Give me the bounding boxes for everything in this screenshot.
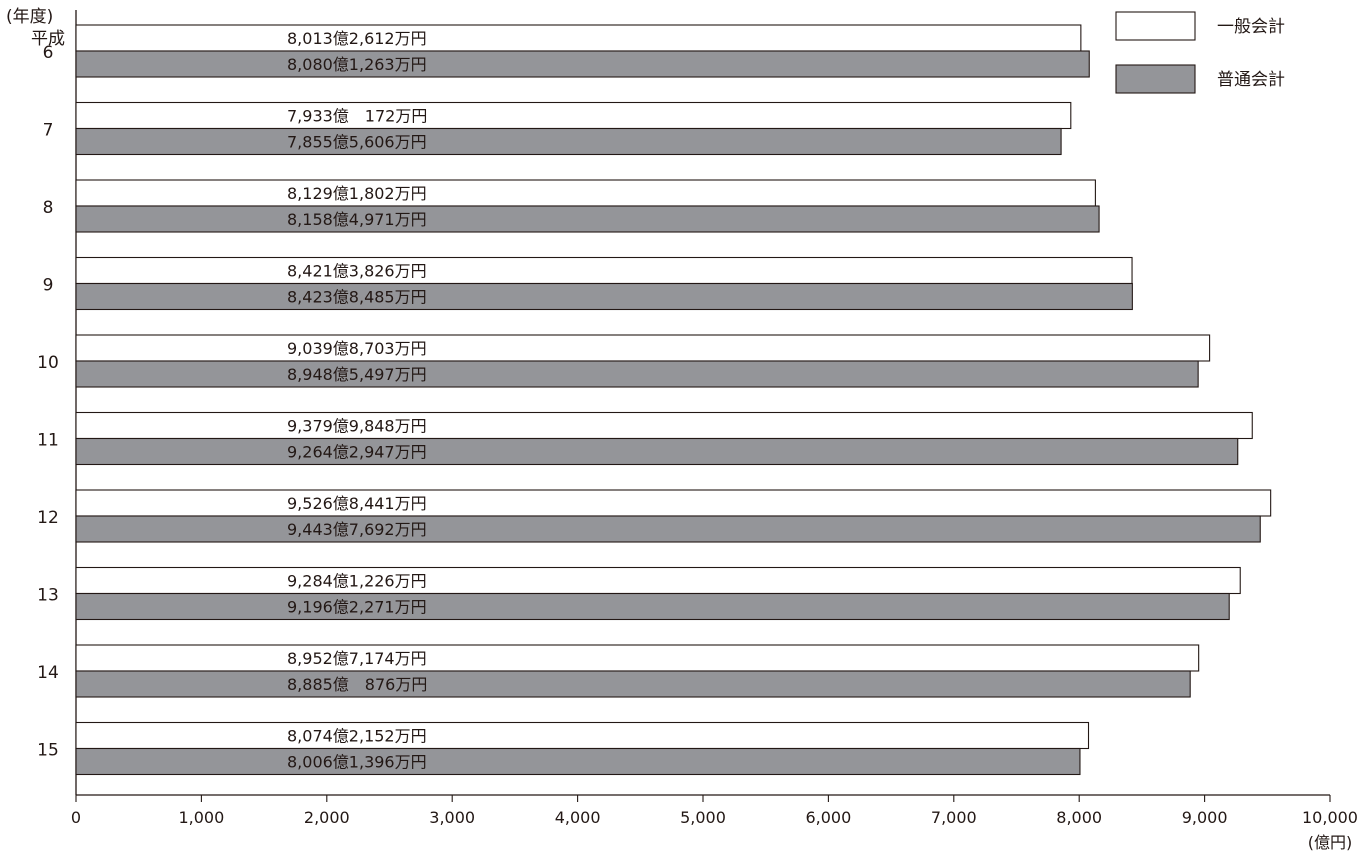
bar-value-label: 8,074億2,152万円 [287,727,427,746]
bar-series-1 [75,566,1241,595]
x-tick-label: 9,000 [1182,808,1228,827]
category-label: 13 [37,586,59,606]
bar-series-1 [75,24,1082,52]
bar-series-2 [75,282,1133,311]
category-label: 9 [43,276,54,296]
x-tick-label: 5,000 [680,808,726,827]
bar-series-1 [75,334,1211,362]
bar-value-label: 8,158億4,971万円 [287,210,427,229]
category-label: 11 [37,431,59,451]
bar-series-1 [75,101,1072,130]
bar-series-2 [75,50,1090,78]
x-tick-label: 6,000 [805,808,851,827]
bar-value-label: 8,006億1,396万円 [287,753,427,772]
era-label: 平成 [31,29,65,49]
bar-value-label: 9,039億8,703万円 [287,339,427,358]
bar-series-2 [75,592,1230,621]
bar-series-2 [75,747,1081,776]
x-tick-label: 8,000 [1056,808,1102,827]
bar-value-label: 9,284億1,226万円 [287,572,427,591]
bar-value-label: 9,196億2,271万円 [287,598,427,617]
x-tick-label: 2,000 [304,808,350,827]
bar-series-1 [75,256,1133,285]
bar-series-2 [75,205,1100,233]
category-label: 10 [37,353,59,373]
legend-swatch [1115,64,1196,94]
bar-series-1 [75,411,1253,440]
bar-value-label: 8,952億7,174万円 [287,649,427,668]
bar-value-label: 8,421億3,826万円 [287,262,427,281]
bar-value-label: 9,379億9,848万円 [287,417,427,436]
x-tick-label: 0 [71,808,81,827]
bar-value-label: 8,948億5,497万円 [287,365,427,384]
bar-series-2 [75,437,1239,466]
bar-series-1 [75,721,1090,750]
bar-value-label: 8,423億8,485万円 [287,288,427,307]
category-label: 8 [43,198,54,218]
bar-value-label: 7,855億5,606万円 [287,133,427,152]
x-tick-label: 1,000 [178,808,224,827]
bar-value-label: 9,443億7,692万円 [287,520,427,539]
bar-series-1 [75,489,1272,517]
x-tick-label: 10,000 [1302,808,1358,827]
bar-series-2 [75,515,1261,543]
bar-series-1 [75,644,1200,672]
x-tick-label: 7,000 [931,808,977,827]
y-unit-label: (年度) [6,7,53,27]
category-label: 6 [43,43,54,63]
bars [75,24,1272,776]
category-labels: 6 7 8 9 10 11 12 13 14 15 [37,43,59,761]
legend-swatch [1115,11,1196,41]
category-label: 15 [37,741,59,761]
legend-label: 普通会計 [1217,70,1285,90]
category-label: 7 [43,121,54,141]
bar-value-label: 7,933億 172万円 [287,107,427,126]
bar-value-label: 9,264億2,947万円 [287,443,427,462]
bar-value-label: 8,080億1,263万円 [287,55,427,74]
category-label: 14 [37,663,59,683]
x-tick-labels: 0 1,000 2,000 3,000 4,000 5,000 6,000 7,000 8,00… [71,795,1358,827]
bar-value-label: 9,526億8,441万円 [287,494,427,513]
bar-series-2 [75,360,1199,388]
x-unit-label: (億円) [1308,833,1353,852]
bar-series-2 [75,670,1191,698]
legend-label: 一般会計 [1217,17,1285,37]
category-label: 12 [37,508,59,528]
bar-value-label: 8,129億1,802万円 [287,184,427,203]
bar-series-2 [75,127,1062,156]
bar-value-label: 8,013億2,612万円 [287,29,427,48]
x-tick-label: 4,000 [555,808,601,827]
bar-value-label: 8,885億 876万円 [287,675,427,694]
bar-series-1 [75,179,1096,207]
bar-labels: 8,013億2,612万円 8,080億1,263万円 7,933億 172万円 7,… [287,29,427,772]
x-tick-label: 3,000 [429,808,475,827]
